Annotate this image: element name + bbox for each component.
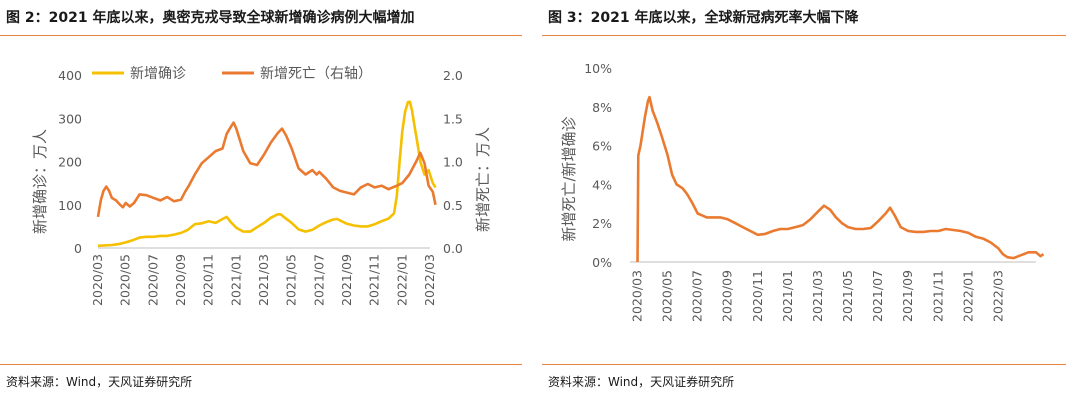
x-tick-label: 2021/01 [780, 270, 795, 322]
figure-3-panel: 图 3：2021 年底以来，全球新冠病死率大幅下降 0% 2% 4% 6% 8% 10% 2… [542, 0, 1072, 409]
y2-tick-label: 2.0 [443, 68, 463, 83]
x-tick-label: 2021/05 [840, 270, 855, 322]
figure-2-panel: 图 2：2021 年底以来，奥密克戎导致全球新增确诊病例大幅增加 0 100 200… [0, 0, 528, 409]
x-tick-label: 2021/01 [228, 254, 243, 306]
y-tick-label: 100 [58, 198, 82, 213]
x-tick-label: 2021/07 [870, 270, 885, 322]
x-tick-label: 2020/03 [90, 254, 105, 306]
y2-tick-label: 0.0 [443, 241, 463, 256]
cases-deaths-chart: 0 100 200 300 400 0.0 0.5 1.0 1.5 2.0 2020/03 2020/… [31, 66, 492, 306]
x-tick-label: 2021/11 [367, 254, 382, 306]
x-tick-label: 2020/09 [720, 270, 735, 322]
source-rule [542, 364, 1066, 365]
y2-tick-label: 1.5 [443, 111, 463, 126]
x-tick-label: 2021/03 [810, 270, 825, 322]
x-tick-label: 2020/07 [145, 254, 160, 306]
legend-label-deaths: 新增死亡（右轴） [260, 66, 372, 82]
cases-series-line [97, 100, 437, 248]
y2-axis-title: 新增死亡：万人 [474, 127, 492, 232]
y-tick-label: 0 [74, 241, 82, 256]
x-tick-label: 2022/03 [422, 254, 437, 306]
legend-label-cases: 新增确诊 [130, 66, 186, 82]
source-rule [0, 364, 522, 365]
x-tick-label: 2021/09 [900, 270, 915, 322]
y-tick-label: 6% [592, 139, 612, 154]
y-tick-label: 300 [58, 111, 82, 126]
x-tick-label: 2020/05 [118, 254, 133, 306]
y-axis-title: 新增死亡/新增确诊 [560, 116, 578, 241]
x-tick-label: 2021/03 [256, 254, 271, 306]
x-tick-label: 2021/05 [284, 254, 299, 306]
deaths-series-line [96, 121, 437, 218]
y2-tick-label: 0.5 [443, 198, 463, 213]
x-tick-label: 2020/05 [660, 270, 675, 322]
y-tick-label: 4% [592, 177, 612, 192]
x-tick-label: 2020/03 [630, 270, 645, 322]
title-rule [542, 35, 1066, 36]
x-tick-label: 2021/07 [311, 254, 326, 306]
x-tick-label: 2022/01 [960, 270, 975, 322]
x-tick-label: 2020/11 [201, 254, 216, 306]
x-tick-label: 2020/07 [690, 270, 705, 322]
figure-title: 图 2：2021 年底以来，奥密克戎导致全球新增确诊病例大幅增加 [6, 10, 415, 26]
x-tick-label: 2021/11 [930, 270, 945, 322]
x-tick-label: 2020/09 [173, 254, 188, 306]
y-tick-label: 400 [58, 68, 82, 83]
x-tick-label: 2022/01 [394, 254, 409, 306]
fatality-rate-chart: 0% 2% 4% 6% 8% 10% 2020/03 2020/05 2020/07 2020/0… [560, 61, 1045, 322]
x-tick-label: 2020/11 [750, 270, 765, 322]
y-tick-label: 8% [592, 100, 612, 115]
x-tick-label: 2022/03 [990, 270, 1005, 322]
source-note: 资料来源：Wind，天风证券研究所 [548, 375, 735, 389]
source-note: 资料来源：Wind，天风证券研究所 [6, 375, 193, 389]
y-tick-label: 2% [592, 216, 612, 231]
y-tick-label: 10% [584, 61, 612, 76]
fatality-rate-line [636, 95, 1045, 263]
y-tick-label: 200 [58, 155, 82, 170]
figure-title: 图 3：2021 年底以来，全球新冠病死率大幅下降 [548, 10, 859, 26]
title-rule [0, 35, 522, 36]
y2-tick-label: 1.0 [443, 155, 463, 170]
x-tick-label: 2021/09 [339, 254, 354, 306]
y-tick-label: 0% [592, 255, 612, 270]
y-axis-title: 新增确诊：万人 [31, 129, 49, 234]
